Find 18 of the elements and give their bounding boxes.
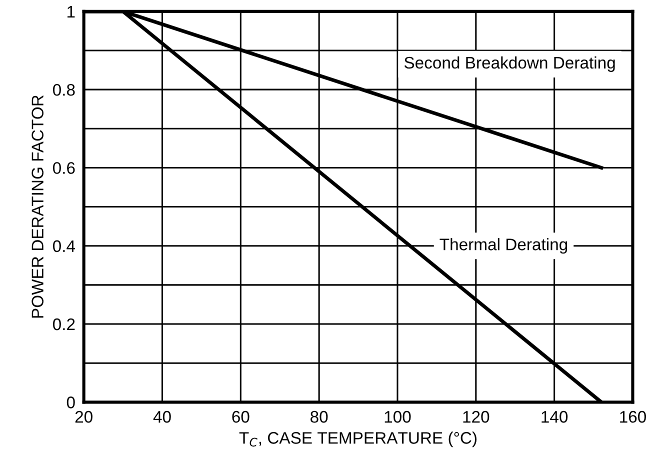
y-tick-label: 0.8 (52, 84, 75, 96)
annotation: Thermal Derating (440, 238, 568, 254)
y-tick-label: 0.2 (52, 318, 75, 330)
x-tick-label: 60 (232, 410, 250, 423)
x-axis-title: T$_{C}$, CASE TEMPERATURE (°C) (239, 432, 477, 448)
x-tick-label: 120 (463, 410, 490, 423)
x-tick-label: 100 (384, 410, 411, 423)
x-tick-label: 40 (153, 410, 171, 423)
y-tick-label: 1 (68, 6, 75, 18)
x-tick-label: 140 (542, 410, 568, 423)
annotation: Second Breakdown Derating (404, 56, 615, 72)
y-tick-label: 0 (66, 396, 75, 408)
y-axis-title: POWER DERATING FACTOR (32, 95, 44, 318)
x-tick-label: 80 (310, 410, 328, 423)
y-tick-label: 0.4 (52, 240, 76, 252)
x-tick-label: 160 (620, 410, 646, 423)
y-tick-label: 0.6 (52, 162, 75, 174)
x-tick-label: 20 (75, 410, 92, 423)
